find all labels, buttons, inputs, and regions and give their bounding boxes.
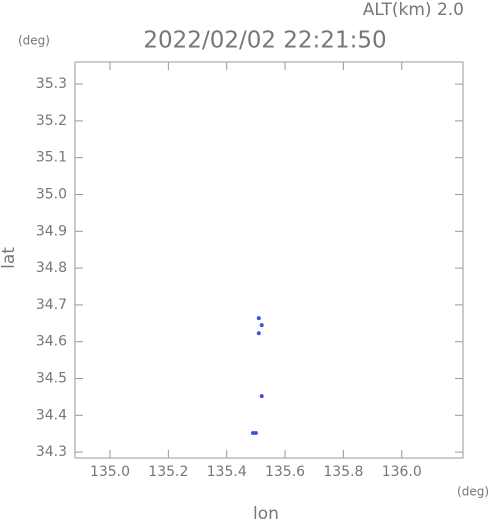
y-unit: (deg) — [18, 34, 50, 48]
x-tick-label: 135.8 — [323, 464, 363, 480]
point — [259, 323, 264, 328]
point — [256, 316, 261, 321]
y-axis-label: lat — [0, 247, 19, 269]
y-tick-label: 34.4 — [36, 407, 67, 423]
y-tick-label: 35.0 — [36, 186, 67, 202]
y-tick-label: 34.8 — [36, 260, 67, 276]
y-tick-label: 35.2 — [36, 113, 67, 129]
x-tick-label: 136.0 — [382, 464, 422, 480]
altitude-label: ALT(km) 2.0 — [363, 0, 464, 20]
x-tick-label: 135.0 — [90, 464, 130, 480]
y-tick-label: 34.6 — [36, 334, 67, 350]
chart-title: 2022/02/02 22:21:50 — [143, 28, 386, 54]
x-axis-label: lon — [253, 504, 279, 521]
y-tick-label: 34.7 — [36, 297, 67, 313]
x-tick-label: 135.2 — [148, 464, 188, 480]
x-unit: (deg) — [457, 485, 489, 499]
y-tick-label: 34.5 — [36, 371, 67, 387]
point — [253, 430, 258, 435]
y-tick-label: 34.9 — [36, 223, 67, 239]
point — [259, 394, 264, 399]
y-tick-label: 35.3 — [36, 76, 67, 92]
point — [256, 331, 261, 336]
plot-frame — [74, 61, 464, 459]
x-tick-label: 135.4 — [207, 464, 247, 480]
y-tick-label: 35.1 — [36, 150, 67, 166]
y-tick-label: 34.3 — [36, 444, 67, 460]
point — [250, 430, 255, 435]
x-tick-label: 135.6 — [265, 464, 305, 480]
